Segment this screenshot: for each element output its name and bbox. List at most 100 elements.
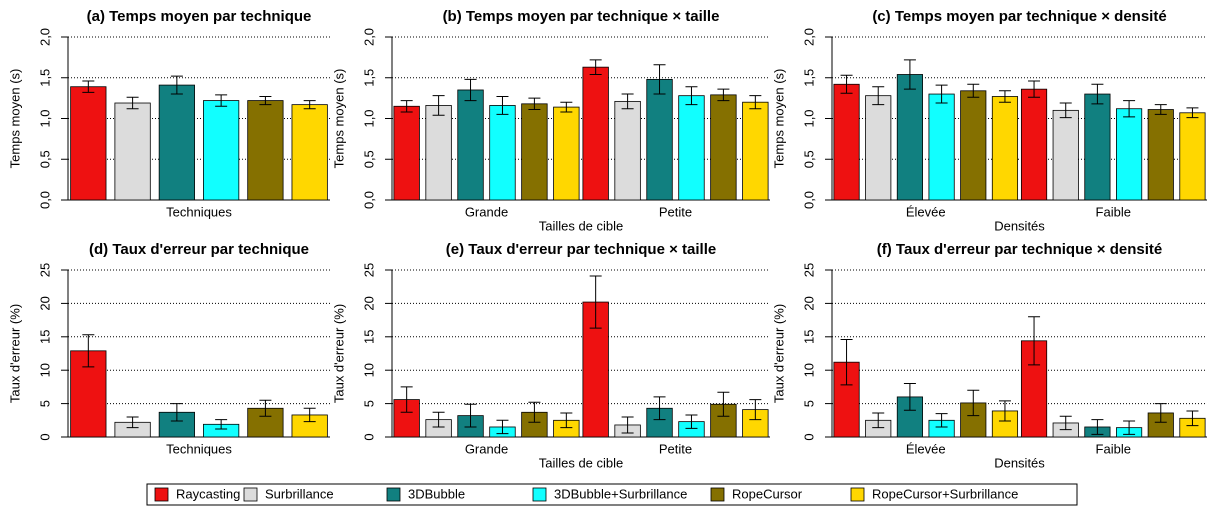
error-bar bbox=[935, 413, 948, 428]
x-tick-label: Petite bbox=[659, 204, 692, 219]
y-axis-label: Temps moyen (s) bbox=[7, 69, 22, 169]
error-bar bbox=[1186, 107, 1199, 119]
bar bbox=[203, 100, 240, 201]
x-axis-label: Techniques bbox=[166, 441, 232, 456]
error-bar bbox=[967, 389, 980, 417]
y-tick-label: 0 bbox=[361, 433, 376, 440]
error-bar bbox=[1123, 420, 1136, 435]
y-tick-label: 0,0 bbox=[37, 191, 52, 209]
bar bbox=[614, 100, 641, 201]
bar bbox=[247, 100, 284, 201]
error-bar bbox=[872, 86, 885, 106]
error-bar bbox=[717, 391, 730, 417]
bar bbox=[521, 103, 548, 201]
error-bar bbox=[653, 64, 666, 95]
legend-swatch bbox=[710, 487, 725, 502]
error-bar bbox=[1059, 102, 1072, 119]
bar bbox=[710, 94, 737, 201]
bar bbox=[291, 104, 328, 201]
y-tick-label: 5 bbox=[361, 400, 376, 407]
legend-swatch bbox=[386, 487, 401, 502]
x-tick-label: Petite bbox=[659, 441, 692, 456]
y-axis-label: Taux d'erreur (%) bbox=[7, 304, 22, 403]
bar bbox=[833, 83, 860, 201]
y-tick-label: 2,0 bbox=[361, 28, 376, 46]
error-bar bbox=[303, 100, 316, 110]
chart-title: (e) Taux d'erreur par technique × taille bbox=[446, 241, 716, 258]
error-bar bbox=[82, 334, 95, 368]
y-axis-label: Temps moyen (s) bbox=[771, 69, 786, 169]
bar bbox=[553, 106, 580, 201]
error-bar bbox=[1123, 100, 1136, 118]
error-bar bbox=[998, 90, 1011, 103]
error-bar bbox=[126, 416, 139, 429]
bar bbox=[960, 90, 987, 201]
error-bar bbox=[903, 383, 916, 411]
x-axis-label: Densités bbox=[994, 455, 1045, 470]
error-bar bbox=[1091, 83, 1104, 105]
bar bbox=[1084, 93, 1111, 201]
y-tick-label: 15 bbox=[361, 330, 376, 344]
error-bar bbox=[496, 95, 509, 115]
y-tick-label: 10 bbox=[361, 363, 376, 377]
x-tick-label: Élevée bbox=[906, 441, 946, 456]
bar bbox=[582, 66, 609, 201]
error-bar bbox=[653, 396, 666, 421]
y-axis-label: Taux d'erreur (%) bbox=[771, 304, 786, 403]
error-bar bbox=[170, 403, 183, 422]
error-bar bbox=[589, 59, 602, 75]
error-bar bbox=[1028, 80, 1041, 98]
error-bar bbox=[464, 78, 477, 102]
chart-title: (c) Temps moyen par technique × densité bbox=[872, 8, 1166, 25]
bar bbox=[742, 101, 769, 201]
y-tick-label: 10 bbox=[37, 363, 52, 377]
chart-title: (f) Taux d'erreur par technique × densit… bbox=[877, 241, 1162, 258]
error-bar bbox=[749, 95, 762, 110]
error-bar bbox=[967, 83, 980, 98]
y-tick-label: 0,5 bbox=[361, 150, 376, 168]
legend-swatch bbox=[532, 487, 547, 502]
y-tick-label: 15 bbox=[801, 330, 816, 344]
x-tick-label: Faible bbox=[1096, 441, 1131, 456]
error-bar bbox=[303, 407, 316, 423]
legend-label: Surbrillance bbox=[265, 486, 334, 501]
bar bbox=[457, 89, 484, 201]
y-tick-label: 15 bbox=[37, 330, 52, 344]
error-bar bbox=[215, 94, 228, 107]
y-tick-label: 0 bbox=[37, 433, 52, 440]
y-tick-label: 1,0 bbox=[37, 109, 52, 127]
error-bar bbox=[126, 96, 139, 110]
y-tick-label: 25 bbox=[361, 263, 376, 277]
legend-swatch bbox=[850, 487, 865, 502]
error-bar bbox=[259, 399, 272, 417]
y-tick-label: 5 bbox=[37, 400, 52, 407]
error-bar bbox=[215, 419, 228, 430]
y-tick-label: 1,5 bbox=[37, 69, 52, 87]
bar bbox=[991, 96, 1019, 201]
error-bar bbox=[432, 411, 445, 428]
y-tick-label: 0,5 bbox=[801, 150, 816, 168]
y-tick-label: 25 bbox=[37, 263, 52, 277]
error-bar bbox=[1059, 415, 1072, 431]
error-bar bbox=[400, 100, 413, 113]
y-tick-label: 1,0 bbox=[801, 109, 816, 127]
legend-label: 3DBubble+Surbrillance bbox=[554, 486, 687, 501]
error-bar bbox=[464, 403, 477, 428]
error-bar bbox=[998, 400, 1011, 422]
y-tick-label: 1,0 bbox=[361, 109, 376, 127]
legend-label: Raycasting bbox=[176, 486, 240, 501]
error-bar bbox=[1186, 410, 1199, 427]
bar bbox=[1147, 109, 1174, 201]
error-bar bbox=[432, 95, 445, 116]
legend-label: RopeCursor bbox=[732, 486, 803, 501]
x-axis-label: Densités bbox=[994, 218, 1045, 233]
y-axis-label: Taux d'erreur (%) bbox=[331, 304, 346, 403]
bar bbox=[1179, 112, 1206, 201]
bar bbox=[646, 78, 673, 201]
bar bbox=[678, 95, 705, 201]
error-bar bbox=[685, 86, 698, 106]
chart-title: (b) Temps moyen par technique × taille bbox=[443, 8, 720, 25]
y-tick-label: 0,5 bbox=[37, 150, 52, 168]
error-bar bbox=[170, 75, 183, 95]
